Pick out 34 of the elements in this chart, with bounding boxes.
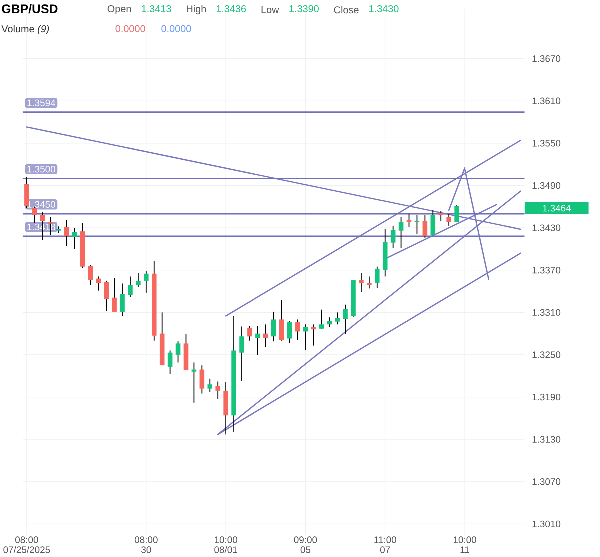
- annotation: 1.3430: [370, 6, 399, 13]
- y-tick-label: 1.3430: [532, 224, 561, 232]
- y-tick-label: 1.3550: [532, 140, 561, 147]
- chart-title: GBP/USD: [2, 4, 58, 14]
- annotation: High: [187, 6, 206, 15]
- annotation: 0.0000: [162, 26, 192, 33]
- annotation: Low: [262, 6, 280, 14]
- annotation: 0.0000: [116, 26, 146, 33]
- x-tick-label: 10:00 08/01: [214, 536, 238, 554]
- x-tick-label: 08:00 07/25/2025: [4, 536, 50, 554]
- y-tick-label: 1.3130: [532, 436, 561, 444]
- y-tick-label: 1.3190: [532, 394, 561, 401]
- annotation: Volume (9): [2, 25, 50, 35]
- y-tick-label: 1.3490: [532, 182, 561, 190]
- annotation: 1.3390: [290, 6, 319, 13]
- text: 1.3464: [543, 205, 572, 212]
- y-tick-label: 1.3250: [532, 352, 561, 358]
- y-tick-label: 1.3310: [532, 309, 561, 316]
- x-tick-label: 10:00 11: [454, 536, 476, 554]
- x-tick-label: 09:00 05: [294, 536, 318, 554]
- y-tick-label: 1.3610: [532, 98, 561, 105]
- ref-line-label: 1.3594: [28, 100, 56, 107]
- y-tick-label: 1.3010: [532, 521, 561, 528]
- annotation: 1.3436: [216, 6, 246, 13]
- x-tick-label: 11:00 07: [374, 536, 396, 554]
- y-tick-label: 1.3670: [532, 56, 561, 62]
- y-tick-label: 1.3370: [532, 267, 561, 274]
- y-tick-label: 1.3070: [532, 478, 561, 486]
- annotation: 1.3413: [142, 6, 172, 13]
- annotation: Open: [108, 6, 132, 15]
- x-tick-label: 08:00 30: [134, 536, 158, 554]
- annotation: Close: [334, 6, 359, 14]
- ref-line-label: 1.3500: [28, 166, 56, 173]
- ref-line-label: 1.3450: [28, 201, 56, 208]
